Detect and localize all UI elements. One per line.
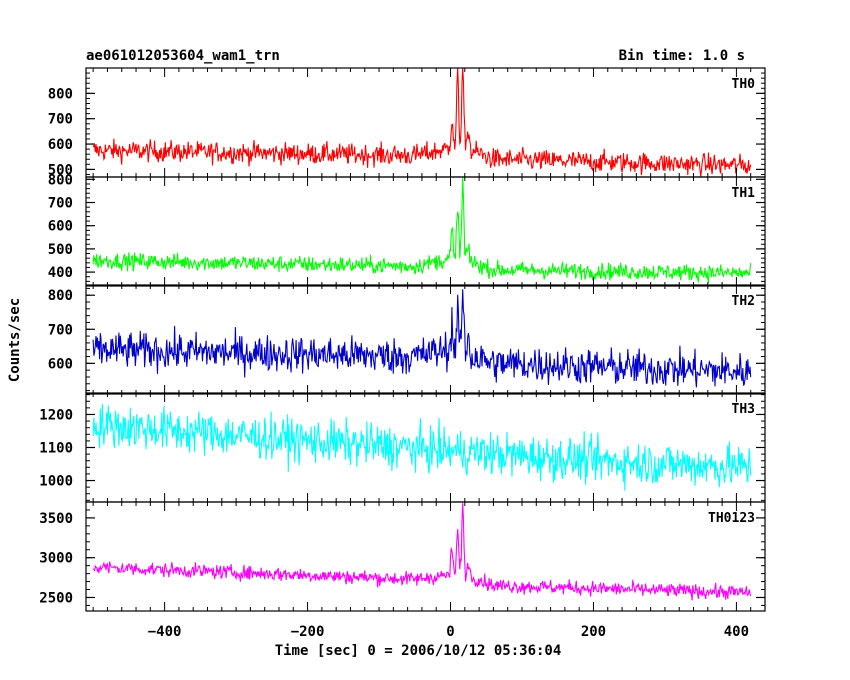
y-tick-label: 800 <box>48 86 73 102</box>
panel-name-label: TH0 <box>732 77 756 92</box>
y-tick-label: 700 <box>48 112 73 128</box>
panel-frame <box>85 67 766 178</box>
x-axis-title: Time [sec] 0 = 2006/10/12 05:36:04 <box>275 643 562 659</box>
panel-th3: 1000 1100 1200 TH3 <box>39 392 766 503</box>
y-tick-label: 3500 <box>39 511 73 527</box>
y-tick-label: 1100 <box>39 441 73 457</box>
y-tick-label: 800 <box>48 288 73 304</box>
panel-th0123: 2500 3000 3500 TH0123 <box>39 501 766 612</box>
y-tick-label: 600 <box>48 356 73 372</box>
y-tick-label: 400 <box>48 265 73 281</box>
y-tick-label: 3000 <box>39 551 73 567</box>
panel-name-label: TH0123 <box>708 511 755 526</box>
x-tick-label: −200 <box>291 624 325 640</box>
bin-time-label: Bin time: 1.0 s <box>619 48 745 64</box>
series-th0 <box>92 67 752 177</box>
series-th3 <box>92 403 752 491</box>
series-th0123 <box>92 503 752 601</box>
panel-frame <box>85 284 766 395</box>
y-tick-label: 2500 <box>39 590 73 606</box>
panel-name-label: TH3 <box>732 402 755 417</box>
x-tick-label: 400 <box>724 624 749 640</box>
x-tick-label: 0 <box>446 624 454 640</box>
panel-frame <box>85 176 766 287</box>
y-tick-label: 800 <box>48 172 73 188</box>
panel-th1: 400 500 600 700 800 TH1 <box>48 172 766 287</box>
y-tick-label: 500 <box>48 242 73 258</box>
y-tick-label: 600 <box>48 137 73 153</box>
y-tick-label: 500 <box>48 162 73 178</box>
panel-name-label: TH2 <box>732 294 755 309</box>
y-tick-label: 1000 <box>39 474 73 490</box>
x-tick-label: 200 <box>581 624 606 640</box>
x-tick-label: −400 <box>148 624 182 640</box>
chart-title: ae061012053604_wam1_trn <box>86 48 280 64</box>
y-tick-label: 700 <box>48 322 73 338</box>
y-axis-title: Counts/sec <box>7 298 23 382</box>
series-th1 <box>92 176 752 283</box>
y-tick-label: 700 <box>48 196 73 212</box>
panel-name-label: TH1 <box>732 186 756 201</box>
y-tick-label: 1200 <box>39 407 73 423</box>
panel-frame <box>85 501 766 612</box>
x-axis: −400 −200 0 200 400 <box>148 624 749 640</box>
panel-th0: 500 600 700 800 TH0 <box>48 67 766 178</box>
series-th2 <box>92 289 752 388</box>
panels-group: 500 600 700 800 TH0 400 500 600 700 800 TH1 600 700 8… <box>39 67 766 612</box>
panel-th2: 600 700 800 TH2 <box>48 284 766 395</box>
y-tick-label: 600 <box>48 219 73 235</box>
